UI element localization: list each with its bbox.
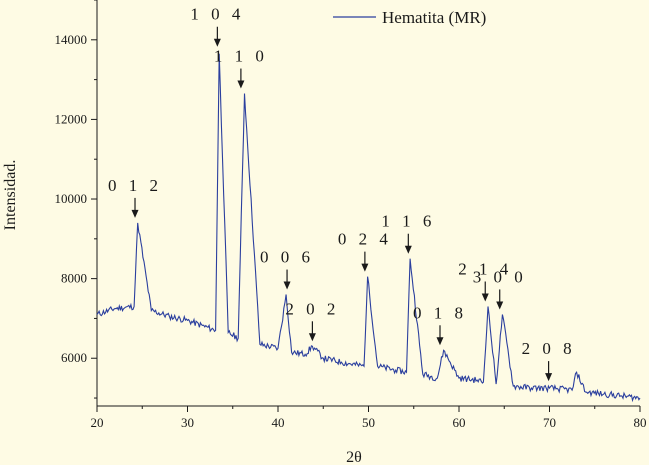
series-line [96,53,641,403]
peak-arrowhead [436,337,444,346]
y-tick-label: 14000 [55,32,88,47]
peak-arrowhead [496,301,504,310]
x-tick-label: 20 [91,415,104,430]
x-tick-label: 30 [181,415,194,430]
y-tick-label: 10000 [55,191,88,206]
peak-label: 1 1 0 [214,47,268,66]
x-tick-label: 60 [453,415,466,430]
peak-label: 2 0 2 [285,299,339,318]
legend-label: Hematita (MR) [382,8,486,27]
peak-arrowhead [481,293,489,302]
peak-arrowhead [308,333,316,342]
x-tick-label: 80 [634,415,647,430]
x-tick-label: 70 [543,415,556,430]
peak-label: 1 1 6 [381,212,435,231]
y-tick-label: 8000 [61,271,87,286]
peak-arrowhead [131,209,139,218]
peak-annotations: 0 1 2 1 0 4 1 1 0 0 0 6 2 0 2 0 2 41 1 6 0 1 8… [108,5,576,382]
peak-label: 1 0 4 [190,5,244,24]
peak-label: 0 1 8 [413,303,467,322]
peak-arrowhead [545,373,553,382]
y-tick-label: 6000 [61,350,87,365]
series-group [96,53,641,403]
legend: Hematita (MR) [333,8,486,27]
peak-arrowhead [404,245,412,254]
axis-ticks: 20 30 40 50 60 70 80 6000 8000 10000 12000 14000 [55,0,647,430]
y-tick-label: 12000 [55,111,88,126]
x-tick-label: 50 [362,415,375,430]
x-axis-title: 2θ [346,449,362,465]
peak-arrowhead [237,80,245,89]
peak-label: 0 0 6 [260,248,314,267]
peak-arrowhead [283,281,291,290]
peak-label: 0 2 4 [338,230,392,249]
y-axis-title: Intensidad. [2,160,19,231]
peak-arrowhead [213,38,221,47]
peak-label: 0 1 2 [108,176,162,195]
peak-arrowhead [361,263,369,272]
peak-label: 2 1 4 [458,259,512,278]
x-tick-label: 40 [272,415,285,430]
peak-label: 3 0 0 [473,267,527,286]
peak-label: 2 0 8 [522,339,576,358]
